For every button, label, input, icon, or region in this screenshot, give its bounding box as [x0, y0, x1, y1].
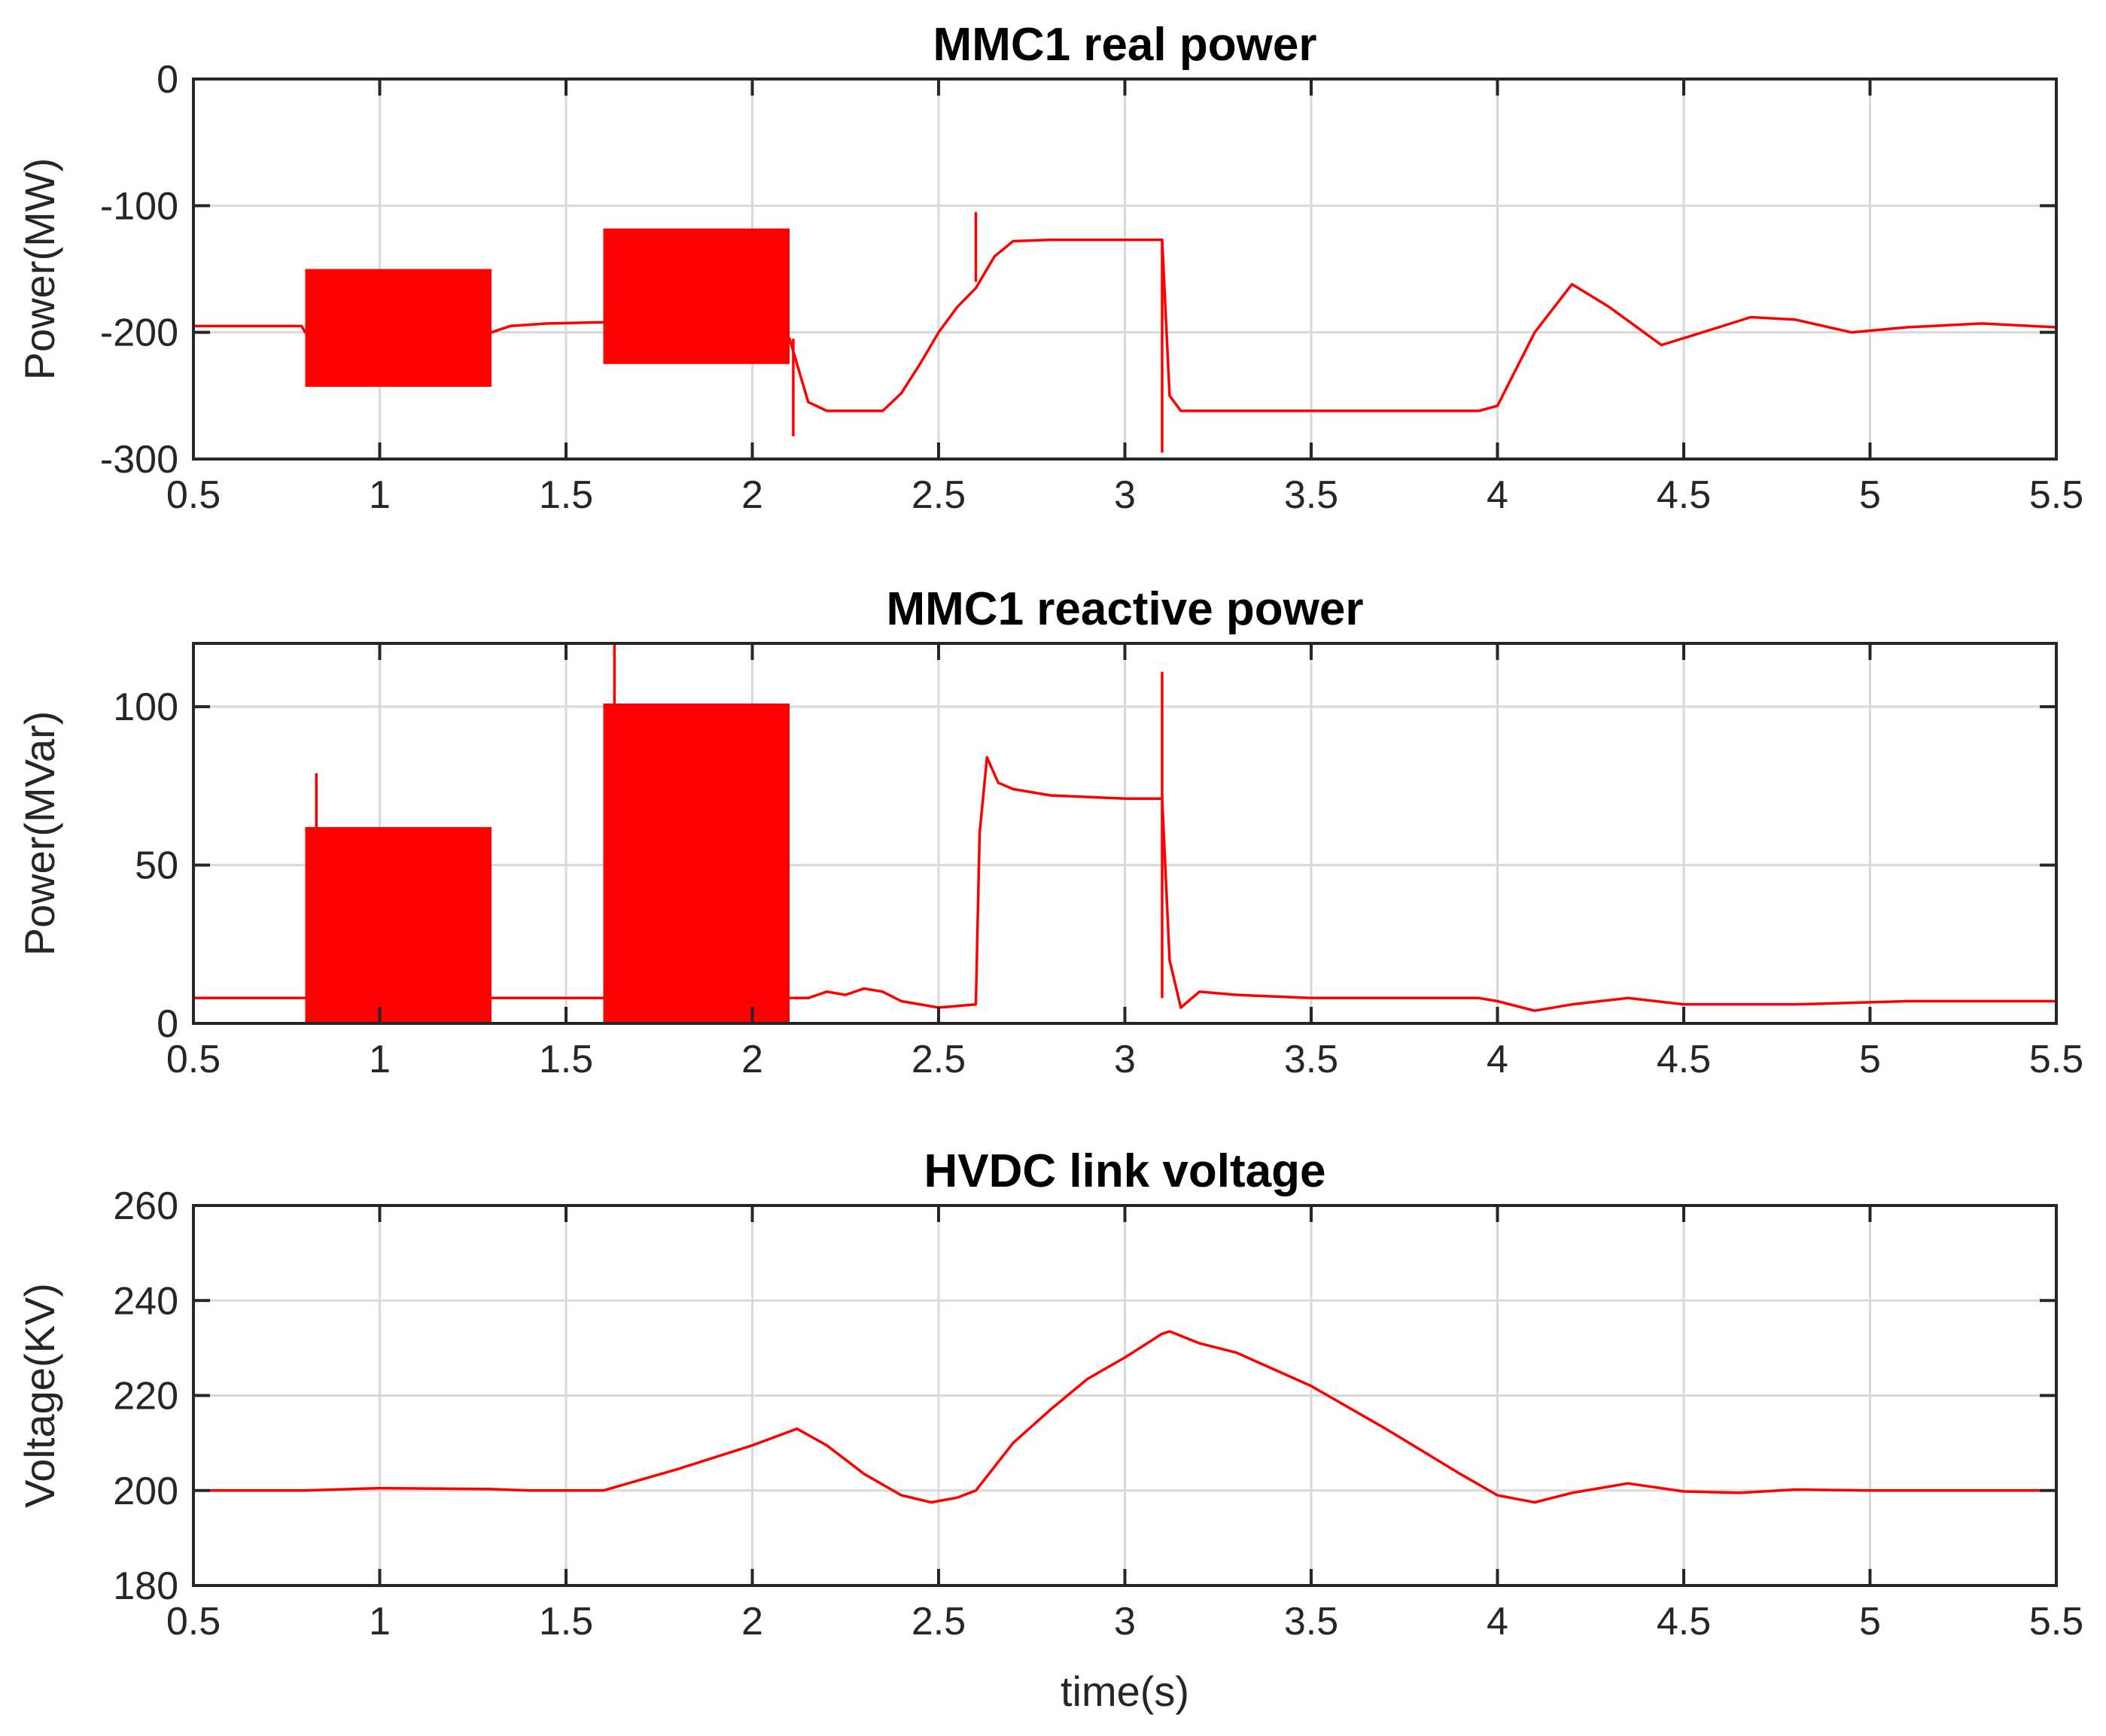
y-axis-label: Power(MVar): [16, 711, 63, 956]
x-tick-label: 2.5: [911, 1038, 966, 1081]
x-tick-label: 2: [741, 1038, 763, 1081]
x-tick-label: 5: [1859, 1038, 1881, 1081]
y-axis-label: Voltage(KV): [16, 1283, 63, 1508]
x-tick-label: 5: [1859, 473, 1881, 517]
panel-3: 0.5 1 1.5 2 2.5 3 3.5 4 4.5 5 5.5 180 200 220 240 260 HV…: [16, 1145, 2083, 1715]
x-tick-label: 4: [1487, 1038, 1508, 1081]
plot-area: [193, 211, 2056, 453]
x-tick-label: 1: [369, 1038, 391, 1081]
y-tick-label: 240: [113, 1279, 178, 1323]
chart-title: MMC1 reactive power: [887, 583, 1364, 635]
series-line-1: [193, 1330, 2056, 1504]
x-tick-label: 3: [1114, 1600, 1136, 1643]
x-tick-label: 4.5: [1657, 1038, 1711, 1081]
x-tick-label: 3.5: [1284, 473, 1338, 517]
x-tick-label: 2: [741, 473, 763, 517]
y-tick-label: 220: [113, 1375, 178, 1418]
y-tick-label: 0: [157, 58, 178, 102]
y-tick-label: -100: [100, 184, 178, 228]
y-tick-label: 260: [113, 1184, 178, 1228]
y-tick-label: -200: [100, 312, 178, 355]
x-tick-label: 1.5: [539, 473, 593, 517]
y-tick-label: -300: [100, 438, 178, 482]
x-tick-label: 3.5: [1284, 1038, 1338, 1081]
x-tick-label: 2.5: [911, 473, 966, 517]
x-tick-label: 3: [1114, 1038, 1136, 1081]
x-tick-label: 4: [1487, 1600, 1508, 1643]
panel-2: 0.5 1 1.5 2 2.5 3 3.5 4 4.5 5 5.5 0 50 100 MMC1 reacti…: [16, 583, 2083, 1081]
series-line-1: [193, 239, 2056, 412]
y-tick-label: 180: [113, 1564, 178, 1608]
plot-area: [193, 643, 2056, 1023]
x-tick-label: 2: [741, 1600, 763, 1643]
x-tick-label: 5.5: [2029, 1038, 2083, 1081]
oscillation-band-2: [603, 228, 790, 364]
x-tick-label: 0.5: [166, 1600, 221, 1643]
plot-area: [193, 1330, 2056, 1504]
y-tick-label: 0: [157, 1002, 178, 1046]
x-tick-label: 1: [369, 1600, 391, 1643]
x-tick-label: 1: [369, 473, 391, 517]
chart-title: MMC1 real power: [933, 19, 1317, 71]
y-tick-label: 50: [135, 844, 178, 888]
oscillation-band-1: [305, 269, 492, 388]
x-tick-label: 3: [1114, 473, 1136, 517]
y-tick-label: 200: [113, 1470, 178, 1513]
x-tick-label: 4: [1487, 473, 1508, 517]
x-tick-label: 5.5: [2029, 473, 2083, 517]
x-axis-label: time(s): [1061, 1668, 1189, 1715]
panel-1: 0.5 1 1.5 2 2.5 3 3.5 4 4.5 5 5.5 0 -100 -200 -300 MMC1…: [16, 19, 2083, 517]
x-tick-label: 4.5: [1657, 473, 1711, 517]
x-tick-label: 0.5: [166, 473, 221, 517]
series-line-1: [193, 756, 2056, 1012]
x-tick-label: 1.5: [539, 1600, 593, 1643]
x-tick-label: 5.5: [2029, 1600, 2083, 1643]
y-tick-label: 100: [113, 686, 178, 729]
oscillation-band-2: [603, 703, 790, 1023]
x-tick-label: 3.5: [1284, 1600, 1338, 1643]
x-tick-label: 1.5: [539, 1038, 593, 1081]
y-axis-label: Power(MW): [16, 158, 63, 381]
x-tick-label: 4.5: [1657, 1600, 1711, 1643]
chart-title: HVDC link voltage: [924, 1145, 1326, 1197]
x-tick-label: 0.5: [166, 1038, 221, 1081]
oscillation-band-1: [305, 827, 492, 1023]
x-tick-label: 2.5: [911, 1600, 966, 1643]
x-tick-label: 5: [1859, 1600, 1881, 1643]
